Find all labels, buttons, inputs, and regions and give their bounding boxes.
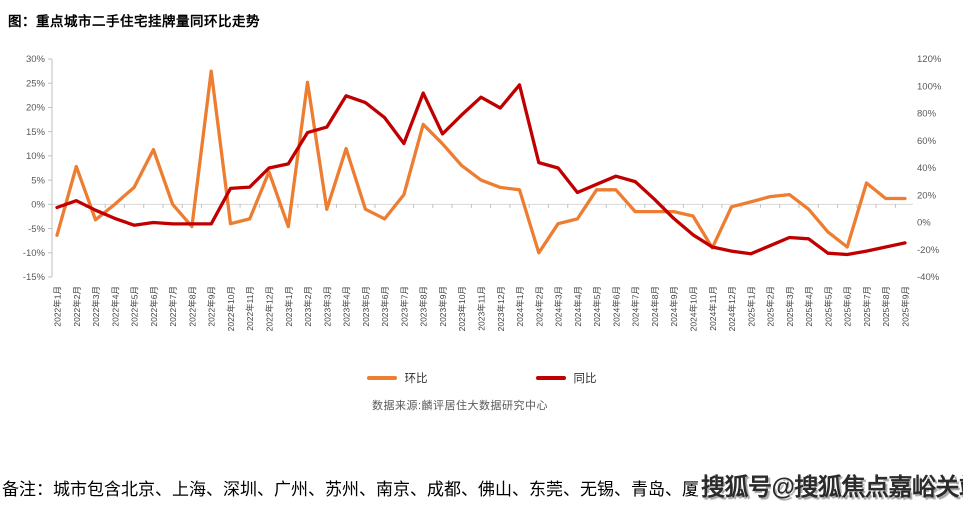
legend-item-tongbi: 同比 [535, 370, 597, 386]
svg-text:2022年11月: 2022年11月 [245, 286, 255, 331]
svg-text:20%: 20% [917, 190, 937, 201]
svg-text:2023年4月: 2023年4月 [342, 286, 352, 327]
svg-text:-10%: -10% [23, 248, 46, 259]
series-环比 [55, 69, 907, 255]
footnote-cities: 备注：城市包含北京、上海、深圳、广州、苏州、南京、成都、佛山、东莞、无锡、青岛、… [2, 480, 699, 499]
svg-text:2024年1月: 2024年1月 [515, 286, 525, 327]
svg-text:-15%: -15% [23, 272, 46, 283]
svg-text:30%: 30% [26, 54, 46, 65]
svg-text:2022年7月: 2022年7月 [168, 286, 178, 327]
svg-text:2025年3月: 2025年3月 [785, 286, 795, 327]
svg-text:2025年6月: 2025年6月 [843, 286, 853, 327]
svg-text:2022年12月: 2022年12月 [265, 286, 275, 331]
svg-text:10%: 10% [26, 151, 46, 162]
svg-text:2022年4月: 2022年4月 [110, 286, 120, 327]
tongbi-line-swatch [535, 376, 566, 380]
svg-text:2022年1月: 2022年1月 [53, 286, 63, 327]
sohu-watermark: 搜狐号@搜狐焦点嘉峪关站 [701, 474, 963, 501]
svg-text:5%: 5% [31, 175, 45, 186]
svg-text:-5%: -5% [28, 224, 45, 235]
svg-text:120%: 120% [917, 54, 942, 65]
svg-text:2022年8月: 2022年8月 [187, 286, 197, 327]
huanbi-line-swatch [366, 376, 397, 380]
svg-text:2023年10月: 2023年10月 [457, 286, 467, 331]
svg-text:2022年6月: 2022年6月 [149, 286, 159, 327]
svg-text:2023年12月: 2023年12月 [496, 286, 506, 331]
svg-text:-20%: -20% [917, 245, 940, 256]
chart-title: 图：重点城市二手住宅挂牌量同环比走势 [8, 14, 260, 29]
svg-text:25%: 25% [26, 78, 46, 89]
svg-text:2024年3月: 2024年3月 [554, 286, 564, 327]
svg-text:2024年8月: 2024年8月 [650, 286, 660, 327]
svg-text:2024年2月: 2024年2月 [534, 286, 544, 327]
legend-item-huanbi: 环比 [366, 370, 428, 386]
svg-text:2023年6月: 2023年6月 [380, 286, 390, 327]
svg-text:2024年5月: 2024年5月 [592, 286, 602, 327]
svg-text:2023年7月: 2023年7月 [399, 286, 409, 327]
svg-text:2024年4月: 2024年4月 [573, 286, 583, 327]
svg-text:2025年9月: 2025年9月 [901, 286, 911, 327]
svg-text:2025年2月: 2025年2月 [766, 286, 776, 327]
data-source-text: 数据来源:麟评居住大数据研究中心 [371, 400, 549, 412]
svg-text:0%: 0% [917, 218, 931, 229]
svg-text:2023年11月: 2023年11月 [477, 286, 487, 331]
svg-text:2022年5月: 2022年5月 [130, 286, 140, 327]
svg-text:2025年7月: 2025年7月 [862, 286, 872, 327]
series-同比 [55, 83, 907, 257]
svg-text:2023年3月: 2023年3月 [322, 286, 332, 327]
svg-text:0%: 0% [31, 200, 45, 211]
tongbi-legend-label: 同比 [573, 373, 597, 385]
svg-text:-40%: -40% [917, 272, 940, 283]
svg-text:80%: 80% [917, 109, 937, 120]
svg-text:2023年9月: 2023年9月 [438, 286, 448, 327]
svg-text:2024年11月: 2024年11月 [708, 286, 718, 331]
svg-text:2023年8月: 2023年8月 [419, 286, 429, 327]
svg-text:2024年7月: 2024年7月 [631, 286, 641, 327]
trend-line-chart: 30% 25% 20% 15% 10% 5% 0% -5% -10% -15% 120% 100% 80… [23, 54, 942, 331]
svg-text:20%: 20% [26, 103, 46, 114]
svg-text:2024年10月: 2024年10月 [689, 286, 699, 331]
svg-text:2025年4月: 2025年4月 [804, 286, 814, 327]
svg-text:2025年5月: 2025年5月 [823, 286, 833, 327]
svg-text:60%: 60% [917, 136, 937, 147]
huanbi-legend-label: 环比 [404, 373, 428, 385]
svg-text:40%: 40% [917, 163, 937, 174]
svg-text:2023年1月: 2023年1月 [284, 286, 294, 327]
svg-text:15%: 15% [26, 127, 46, 138]
svg-text:2023年5月: 2023年5月 [361, 286, 371, 327]
svg-text:2024年9月: 2024年9月 [669, 286, 679, 327]
svg-text:2024年12月: 2024年12月 [727, 286, 737, 331]
svg-text:2025年1月: 2025年1月 [746, 286, 756, 327]
svg-text:2022年2月: 2022年2月 [72, 286, 82, 327]
svg-text:2022年3月: 2022年3月 [91, 286, 101, 327]
svg-text:2025年8月: 2025年8月 [881, 286, 891, 327]
svg-text:2023年2月: 2023年2月 [303, 286, 313, 327]
svg-text:2022年10月: 2022年10月 [226, 286, 236, 331]
svg-text:100%: 100% [917, 81, 942, 92]
chart-legend: 环比 同比 [0, 370, 963, 386]
svg-text:2022年9月: 2022年9月 [207, 286, 217, 327]
svg-text:2024年6月: 2024年6月 [611, 286, 621, 327]
